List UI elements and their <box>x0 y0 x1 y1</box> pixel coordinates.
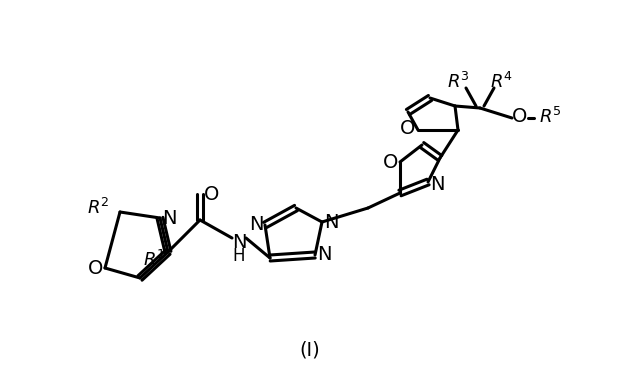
Text: O: O <box>512 108 528 127</box>
Text: O: O <box>204 185 220 204</box>
Text: N: N <box>317 246 332 265</box>
Text: N: N <box>162 208 176 227</box>
Text: N: N <box>429 175 444 194</box>
Text: N: N <box>249 216 263 235</box>
Text: (I): (I) <box>300 340 321 360</box>
Text: $R^4$: $R^4$ <box>490 72 513 92</box>
Text: N: N <box>324 213 339 232</box>
Text: H: H <box>233 247 245 265</box>
Text: O: O <box>88 258 104 277</box>
Text: $R^3$: $R^3$ <box>447 72 469 92</box>
Text: $R^5$: $R^5$ <box>539 107 561 127</box>
Text: O: O <box>383 152 399 172</box>
Text: O: O <box>400 119 416 138</box>
Text: $R^1$: $R^1$ <box>143 250 165 270</box>
Text: $R^2$: $R^2$ <box>87 198 109 218</box>
Text: N: N <box>232 233 246 252</box>
